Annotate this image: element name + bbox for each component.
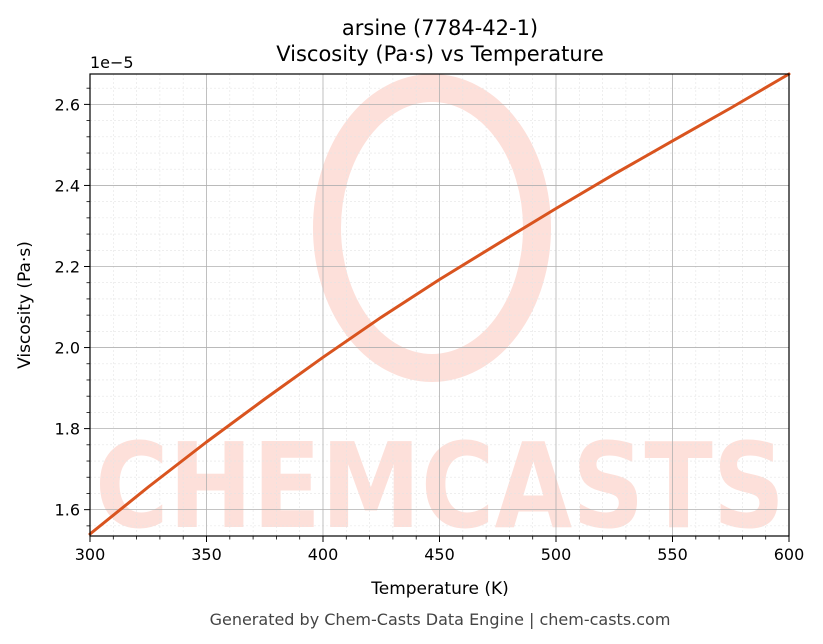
y-tick-label: 2.4 [55, 176, 80, 195]
x-tick-label: 300 [75, 545, 106, 564]
watermark-text: CHEMCASTS [95, 417, 785, 555]
y-tick-label: 2.0 [55, 339, 80, 358]
x-axis-label: Temperature (K) [370, 579, 509, 599]
y-offset-label: 1e−5 [90, 53, 134, 72]
y-tick-label: 1.6 [55, 501, 80, 520]
x-tick-label: 550 [657, 545, 688, 564]
series-line [88, 72, 791, 536]
y-tick-label: 1.8 [55, 420, 80, 439]
y-tick-label: 2.2 [55, 258, 80, 277]
watermark-ring [313, 74, 551, 382]
y-axis-label: Viscosity (Pa·s) [15, 241, 35, 369]
y-tick-label: 2.6 [55, 95, 80, 114]
plot-frame [89, 73, 790, 537]
x-tick-label: 500 [541, 545, 572, 564]
footer-credit: Generated by Chem-Casts Data Engine | ch… [210, 610, 671, 629]
series-layer [88, 72, 791, 536]
x-tick-label: 400 [308, 545, 339, 564]
chart-title-line1: arsine (7784-42-1) [342, 16, 538, 40]
axis-ticks: 300 350 400 450 500 550 600 1.6 1.8 2.0 2.2 2.4 2.6 [55, 87, 805, 564]
x-tick-label: 450 [424, 545, 455, 564]
watermark: CHEMCASTS [95, 74, 785, 555]
x-tick-label: 600 [774, 545, 805, 564]
major-grid [89, 74, 790, 536]
chart-title-line2: Viscosity (Pa·s) vs Temperature [276, 42, 604, 66]
x-tick-label: 350 [191, 545, 222, 564]
